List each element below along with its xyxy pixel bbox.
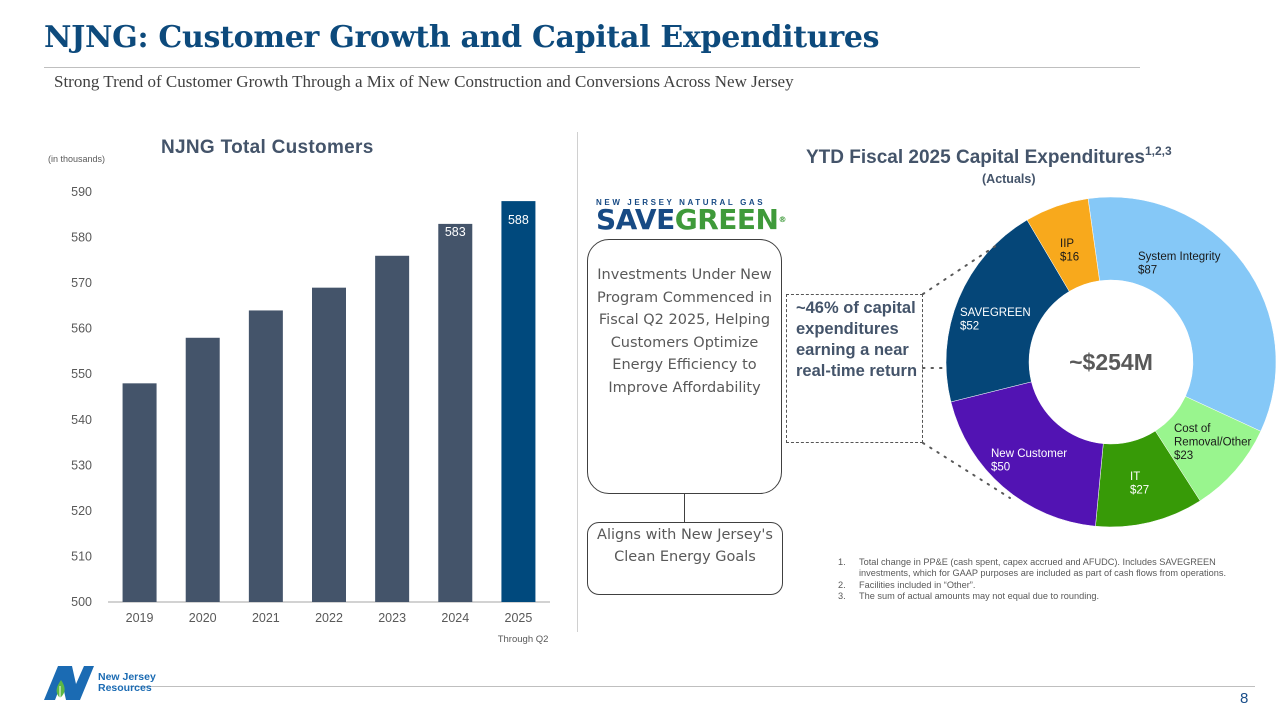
donut-slice-cost-of-removal-other bbox=[1154, 396, 1262, 502]
page-subtitle: Strong Trend of Customer Growth Through … bbox=[54, 72, 794, 91]
footnote-1: 1. Total change in PP&E (cash spent, cape… bbox=[838, 557, 1238, 580]
donut-slice-label: New Customer bbox=[991, 448, 1067, 460]
bar-2019 bbox=[122, 383, 157, 602]
donut-slice-label: IT bbox=[1130, 471, 1140, 483]
category-note: Through Q2 bbox=[498, 634, 549, 645]
donut-slice-savegreen bbox=[945, 219, 1070, 403]
donut-chart-title-text: YTD Fiscal 2025 Capital Expenditures bbox=[806, 147, 1145, 168]
clean-energy-goals-box: Aligns with New Jersey's Clean Energy Go… bbox=[587, 522, 783, 595]
footnote-3: 3. The sum of actual amounts may not equa… bbox=[838, 591, 1238, 602]
donut-slice-label: $52 bbox=[960, 321, 979, 333]
footnote-text: Facilities included in “Other”. bbox=[859, 579, 976, 590]
savegreen-logo-wordmark: SAVEGREEN® bbox=[596, 206, 786, 234]
section-divider bbox=[577, 132, 578, 632]
savegreen-investment-box: Investments Under New Program Commenced … bbox=[587, 239, 782, 494]
logo-line-2: Resources bbox=[98, 682, 152, 694]
x-tick-label: 2022 bbox=[315, 611, 343, 625]
bar-2022 bbox=[312, 287, 346, 602]
company-logo: New Jersey Resources bbox=[44, 664, 156, 702]
savegreen-logo-tagline: NEW JERSEY NATURAL GAS bbox=[596, 198, 766, 207]
donut-slice-label: $50 bbox=[991, 462, 1010, 474]
bar-data-label: 576 bbox=[382, 241, 403, 255]
donut-slice-iip bbox=[1026, 198, 1100, 292]
bar-chart: 500 510 520 530 540 550 560 570 580 590 548 2019 558… bbox=[71, 185, 550, 645]
footnotes: 1. Total change in PP&E (cash spent, cape… bbox=[838, 557, 1238, 603]
x-tick-label: 2019 bbox=[126, 611, 154, 625]
y-tick-label: 520 bbox=[71, 504, 92, 518]
bar-chart-unit-label: (in thousands) bbox=[48, 154, 106, 164]
savegreen-logo-save: SAVE bbox=[596, 203, 675, 236]
real-time-return-callout: ~46% of capital expenditures earning a n… bbox=[786, 294, 923, 443]
footnote-number: 1. bbox=[838, 557, 846, 567]
y-tick-label: 590 bbox=[71, 185, 92, 199]
logo-line-1: New Jersey bbox=[98, 671, 156, 683]
y-tick-label: 570 bbox=[71, 276, 92, 290]
footnote-reference: 1,2,3 bbox=[1144, 144, 1172, 158]
donut-slice-label: $23 bbox=[1174, 450, 1193, 462]
donut-slice-it bbox=[1095, 430, 1201, 528]
bar-2025 bbox=[501, 201, 536, 602]
bar-2021 bbox=[248, 310, 283, 602]
savegreen-logo-green: GREEN bbox=[674, 203, 779, 236]
bar-data-label: 548 bbox=[129, 305, 150, 319]
company-logo-text: New Jersey Resources bbox=[98, 672, 156, 694]
title-divider bbox=[44, 67, 1140, 68]
donut-slice-new-customer bbox=[950, 381, 1104, 527]
footer-divider bbox=[130, 686, 1255, 687]
bar-data-label: 583 bbox=[445, 225, 466, 239]
y-tick-label: 580 bbox=[71, 231, 92, 245]
donut-chart-subtitle: (Actuals) bbox=[982, 172, 1036, 186]
donut-slice-label: $87 bbox=[1138, 265, 1157, 277]
bar-data-label: 558 bbox=[192, 280, 213, 294]
bar-2020 bbox=[185, 337, 220, 602]
donut-slice-label: Removal/Other bbox=[1174, 437, 1252, 449]
bar-chart-title: NJNG Total Customers bbox=[161, 137, 374, 158]
savegreen-logo: NEW JERSEY NATURAL GAS SAVEGREEN® bbox=[596, 198, 786, 234]
njr-n-icon bbox=[44, 666, 94, 700]
donut-chart-title: YTD Fiscal 2025 Capital Expenditures1,2,… bbox=[806, 144, 1172, 169]
callout-connector-line bbox=[922, 442, 1011, 499]
callout-connector-line bbox=[922, 242, 1001, 295]
page-number: 8 bbox=[1240, 690, 1249, 707]
footnote-number: 3. bbox=[838, 591, 846, 602]
donut-center-total: ~$254M bbox=[1069, 349, 1153, 375]
bar-2023 bbox=[375, 255, 410, 602]
bar-data-label: 564 bbox=[255, 267, 276, 281]
footnote-text: Total change in PP&E (cash spent, capex … bbox=[859, 557, 1226, 579]
donut-slice-label: SAVEGREEN bbox=[960, 307, 1031, 319]
donut-slice-label: $16 bbox=[1060, 252, 1079, 264]
footnote-number: 2. bbox=[838, 579, 846, 590]
bar-2024 bbox=[438, 223, 473, 602]
y-tick-label: 560 bbox=[71, 322, 92, 336]
bar-data-label: 588 bbox=[508, 213, 529, 227]
page-title: NJNG: Customer Growth and Capital Expend… bbox=[44, 20, 880, 55]
x-tick-label: 2025 bbox=[505, 611, 533, 625]
x-tick-label: 2024 bbox=[441, 611, 469, 625]
y-tick-label: 500 bbox=[71, 595, 92, 609]
y-tick-label: 540 bbox=[71, 413, 92, 427]
donut-slice-label: Cost of bbox=[1174, 423, 1211, 435]
x-tick-label: 2020 bbox=[189, 611, 217, 625]
footnote-2: 2. Facilities included in “Other”. bbox=[838, 580, 1238, 591]
donut-slice-system-integrity bbox=[1087, 196, 1277, 432]
y-tick-label: 510 bbox=[71, 549, 92, 563]
registered-mark: ® bbox=[778, 215, 786, 224]
x-tick-label: 2023 bbox=[378, 611, 406, 625]
x-tick-label: 2021 bbox=[252, 611, 280, 625]
box-connector-line bbox=[684, 494, 685, 522]
donut-slice-label: System Integrity bbox=[1138, 251, 1221, 263]
donut-slice-label: IIP bbox=[1060, 238, 1074, 250]
y-tick-label: 550 bbox=[71, 367, 92, 381]
footnote-text: The sum of actual amounts may not equal … bbox=[859, 591, 1100, 602]
y-tick-label: 530 bbox=[71, 458, 92, 472]
bar-data-label: 569 bbox=[319, 255, 340, 269]
donut-slice-label: $27 bbox=[1130, 485, 1149, 497]
